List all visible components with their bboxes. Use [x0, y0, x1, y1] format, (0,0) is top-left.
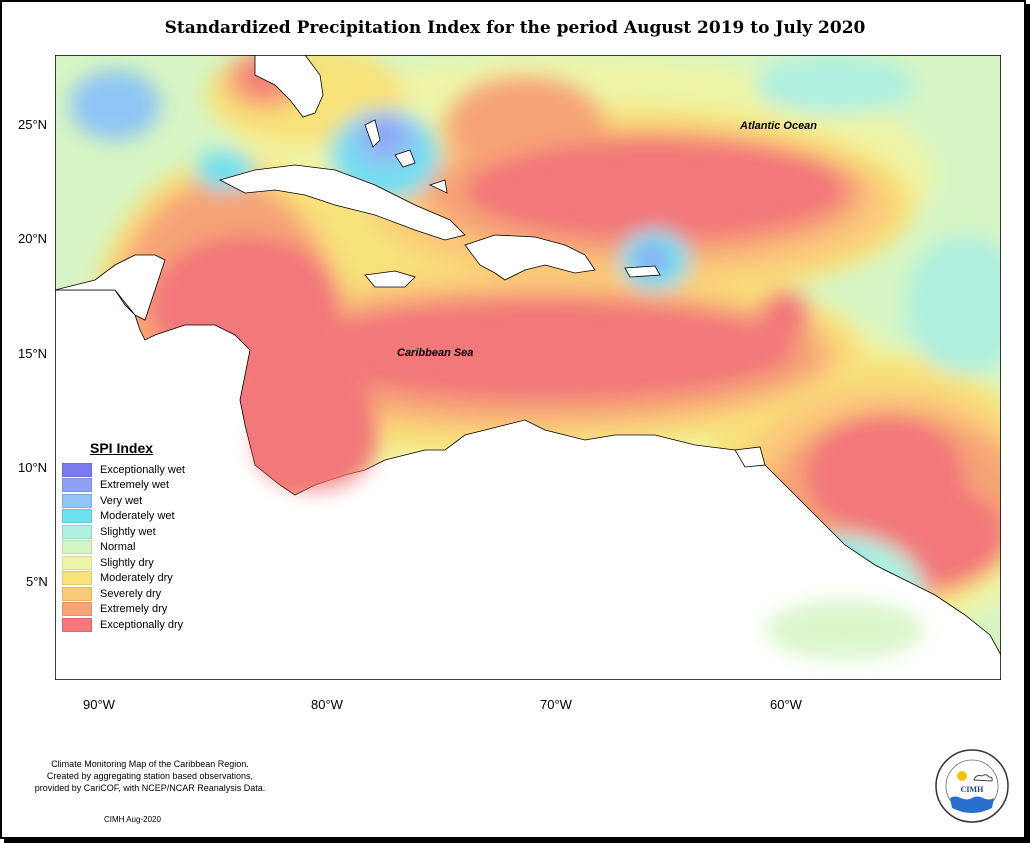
legend-swatch	[62, 540, 92, 555]
land	[55, 55, 1001, 680]
credit-text: CIMH Aug-2020	[104, 815, 161, 824]
spi-zone-slightly-wet	[905, 235, 1001, 375]
legend-item: Slightly wet	[62, 524, 202, 540]
map-title: Standardized Precipitation Index for the…	[164, 18, 866, 38]
legend-label: Very wet	[100, 494, 143, 507]
spi-zone-very-wet	[70, 70, 160, 140]
legend-label: Extremely wet	[100, 479, 170, 492]
coastal-fill	[255, 400, 925, 660]
legend-swatch	[62, 524, 92, 539]
legend-item: Exceptionally wet	[62, 462, 202, 478]
legend-swatch	[62, 617, 92, 632]
legend-label: Normal	[100, 541, 136, 554]
legend-label: Extremely dry	[100, 603, 168, 616]
legend-items: Exceptionally wet Extremely wet Very wet Mo…	[62, 462, 202, 633]
legend-swatch	[62, 509, 92, 524]
caption-line: Created by aggregating station based obs…	[46, 771, 254, 781]
jamaica	[364, 270, 416, 288]
legend-label: Severely dry	[100, 587, 162, 600]
legend-item: Slightly dry	[62, 555, 202, 571]
legend-item: Moderately wet	[62, 509, 202, 525]
y-tick-label: 10°N	[18, 460, 48, 475]
legend-swatch	[62, 571, 92, 586]
legend-label: Slightly wet	[100, 525, 156, 538]
legend-swatch	[62, 462, 92, 477]
cuba	[218, 164, 466, 241]
florida	[254, 55, 324, 118]
bahamas	[428, 179, 448, 194]
legend-item: Normal	[62, 540, 202, 556]
legend-item: Exceptionally dry	[62, 617, 202, 633]
legend-item: Extremely dry	[62, 602, 202, 618]
cimh-logo: CIMH	[935, 749, 1009, 823]
legend-title: SPI Index	[90, 440, 154, 456]
atlantic-ocean-label: Atlantic Ocean	[740, 120, 818, 132]
bahamas	[394, 149, 416, 168]
caption-line: provided by CariCOF, with NCEP/NCAR Rean…	[34, 783, 266, 793]
spi-legend: SPI Index Exceptionally wet Extremely wet…	[62, 440, 202, 633]
puerto-rico	[624, 265, 661, 278]
wave-icon	[950, 796, 994, 813]
legend-label: Moderately dry	[100, 572, 173, 585]
legend-swatch	[62, 493, 92, 508]
cloud-icon	[973, 774, 993, 782]
legend-label: Moderately wet	[100, 510, 175, 523]
legend-item: Moderately dry	[62, 571, 202, 587]
bahamas	[364, 119, 381, 148]
legend-swatch	[62, 555, 92, 570]
yucatan	[55, 254, 166, 321]
central-america	[55, 289, 1001, 680]
legend-label: Slightly dry	[100, 556, 154, 569]
legend-swatch	[62, 586, 92, 601]
caribbean-sea-label: Caribbean Sea	[397, 347, 474, 359]
sun-icon	[957, 771, 967, 781]
y-tick-label: 25°N	[18, 117, 48, 132]
x-tick-label: 70°W	[540, 697, 572, 712]
caption-line: Climate Monitoring Map of the Caribbean …	[51, 759, 249, 769]
y-tick-label: 15°N	[18, 346, 48, 361]
legend-item: Extremely wet	[62, 478, 202, 494]
x-tick-label: 80°W	[311, 697, 343, 712]
legend-label: Exceptionally dry	[100, 618, 184, 631]
legend-item: Very wet	[62, 493, 202, 509]
trinidad	[734, 446, 766, 468]
spi-zone-exceptionally-dry	[295, 300, 795, 400]
map-caption: Climate Monitoring Map of the Caribbean …	[30, 758, 270, 794]
legend-swatch	[62, 602, 92, 617]
x-tick-label: 60°W	[770, 697, 802, 712]
spi-map	[55, 55, 1001, 680]
spi-zone-slightly-wet	[755, 55, 915, 115]
legend-label: Exceptionally wet	[100, 463, 185, 476]
y-tick-label: 5°N	[26, 574, 48, 589]
spi-zone-exceptionally-dry	[465, 140, 845, 240]
spi-zone-exceptionally-dry	[760, 290, 810, 340]
logo-text: CIMH	[961, 785, 984, 794]
hispaniola	[464, 234, 596, 281]
legend-item: Severely dry	[62, 586, 202, 602]
x-tick-label: 90°W	[83, 697, 115, 712]
legend-swatch	[62, 478, 92, 493]
y-tick-label: 20°N	[18, 231, 48, 246]
